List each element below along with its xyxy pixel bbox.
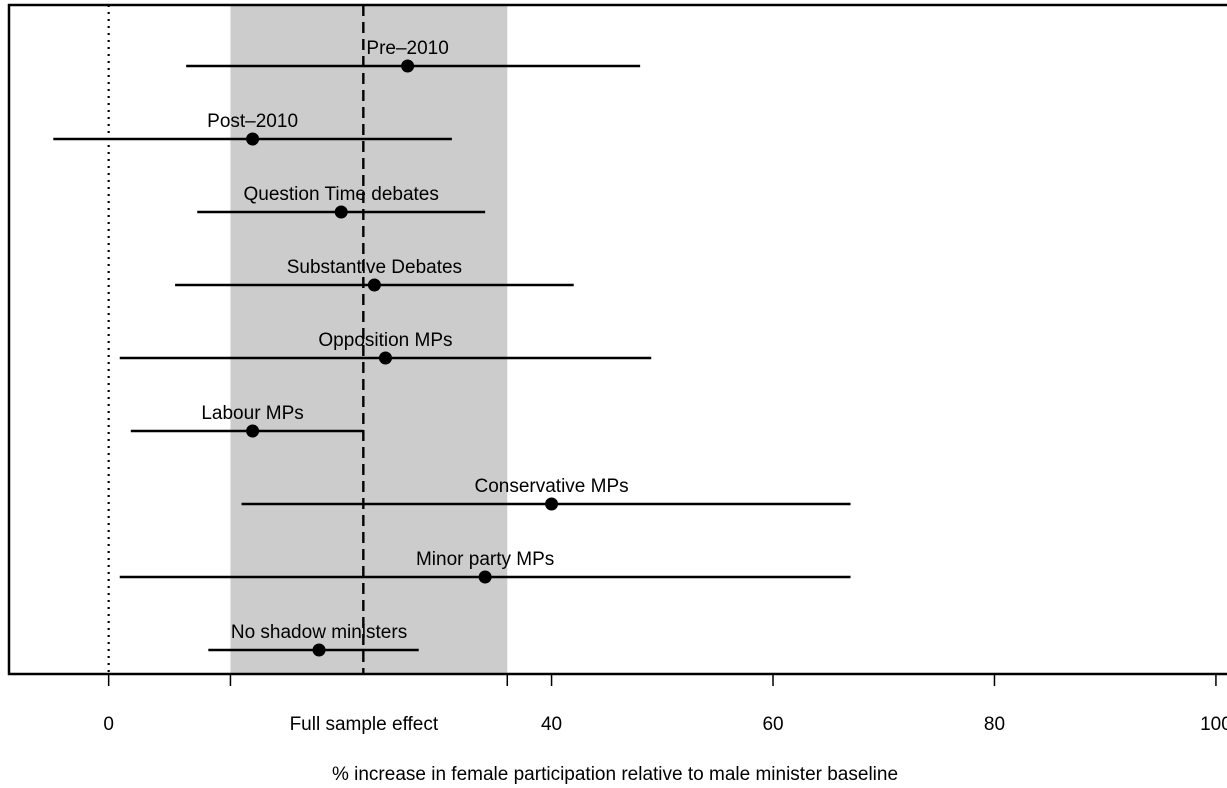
estimate-label: Labour MPs bbox=[201, 403, 303, 424]
estimate-label: Post–2010 bbox=[207, 111, 298, 132]
estimate-row: Labour MPs bbox=[130, 403, 364, 438]
estimate-row: Substantive Debates bbox=[175, 257, 574, 292]
x-tick-label: 40 bbox=[541, 714, 562, 735]
point-estimate bbox=[246, 424, 260, 438]
estimate-label: Minor party MPs bbox=[416, 549, 554, 570]
point-estimate bbox=[545, 497, 559, 511]
x-axis-title: % increase in female participation relat… bbox=[332, 764, 898, 785]
x-tick-label: 80 bbox=[984, 714, 1005, 735]
estimate-row: No shadow ministers bbox=[208, 622, 419, 657]
point-estimate bbox=[478, 570, 492, 584]
estimate-label: No shadow ministers bbox=[231, 622, 407, 643]
estimate-row: Conservative MPs bbox=[241, 476, 851, 511]
full-sample-ci-band bbox=[230, 5, 508, 674]
point-estimate bbox=[378, 351, 392, 365]
plot-frame bbox=[7, 3, 1227, 676]
x-tick-label: 60 bbox=[762, 714, 783, 735]
point-estimate bbox=[312, 643, 326, 657]
estimate-label: Pre–2010 bbox=[366, 38, 448, 59]
estimate-label: Opposition MPs bbox=[318, 330, 452, 351]
point-estimate bbox=[246, 132, 260, 146]
x-tick-label: 0 bbox=[103, 714, 114, 735]
estimate-label: Question Time debates bbox=[243, 184, 438, 205]
estimate-row: Question Time debates bbox=[197, 184, 486, 219]
estimate-label: Substantive Debates bbox=[287, 257, 462, 278]
point-estimate bbox=[334, 205, 348, 219]
point-estimate bbox=[401, 59, 415, 73]
estimate-label: Conservative MPs bbox=[474, 476, 628, 497]
full-sample-tick-label: Full sample effect bbox=[290, 714, 439, 735]
estimate-row: Pre–2010 bbox=[186, 38, 641, 73]
x-tick-label: 100 bbox=[1200, 714, 1227, 735]
estimate-row: Post–2010 bbox=[53, 111, 452, 146]
estimate-row: Minor party MPs bbox=[119, 549, 851, 584]
estimate-row: Opposition MPs bbox=[119, 330, 652, 365]
point-estimate bbox=[367, 278, 381, 292]
